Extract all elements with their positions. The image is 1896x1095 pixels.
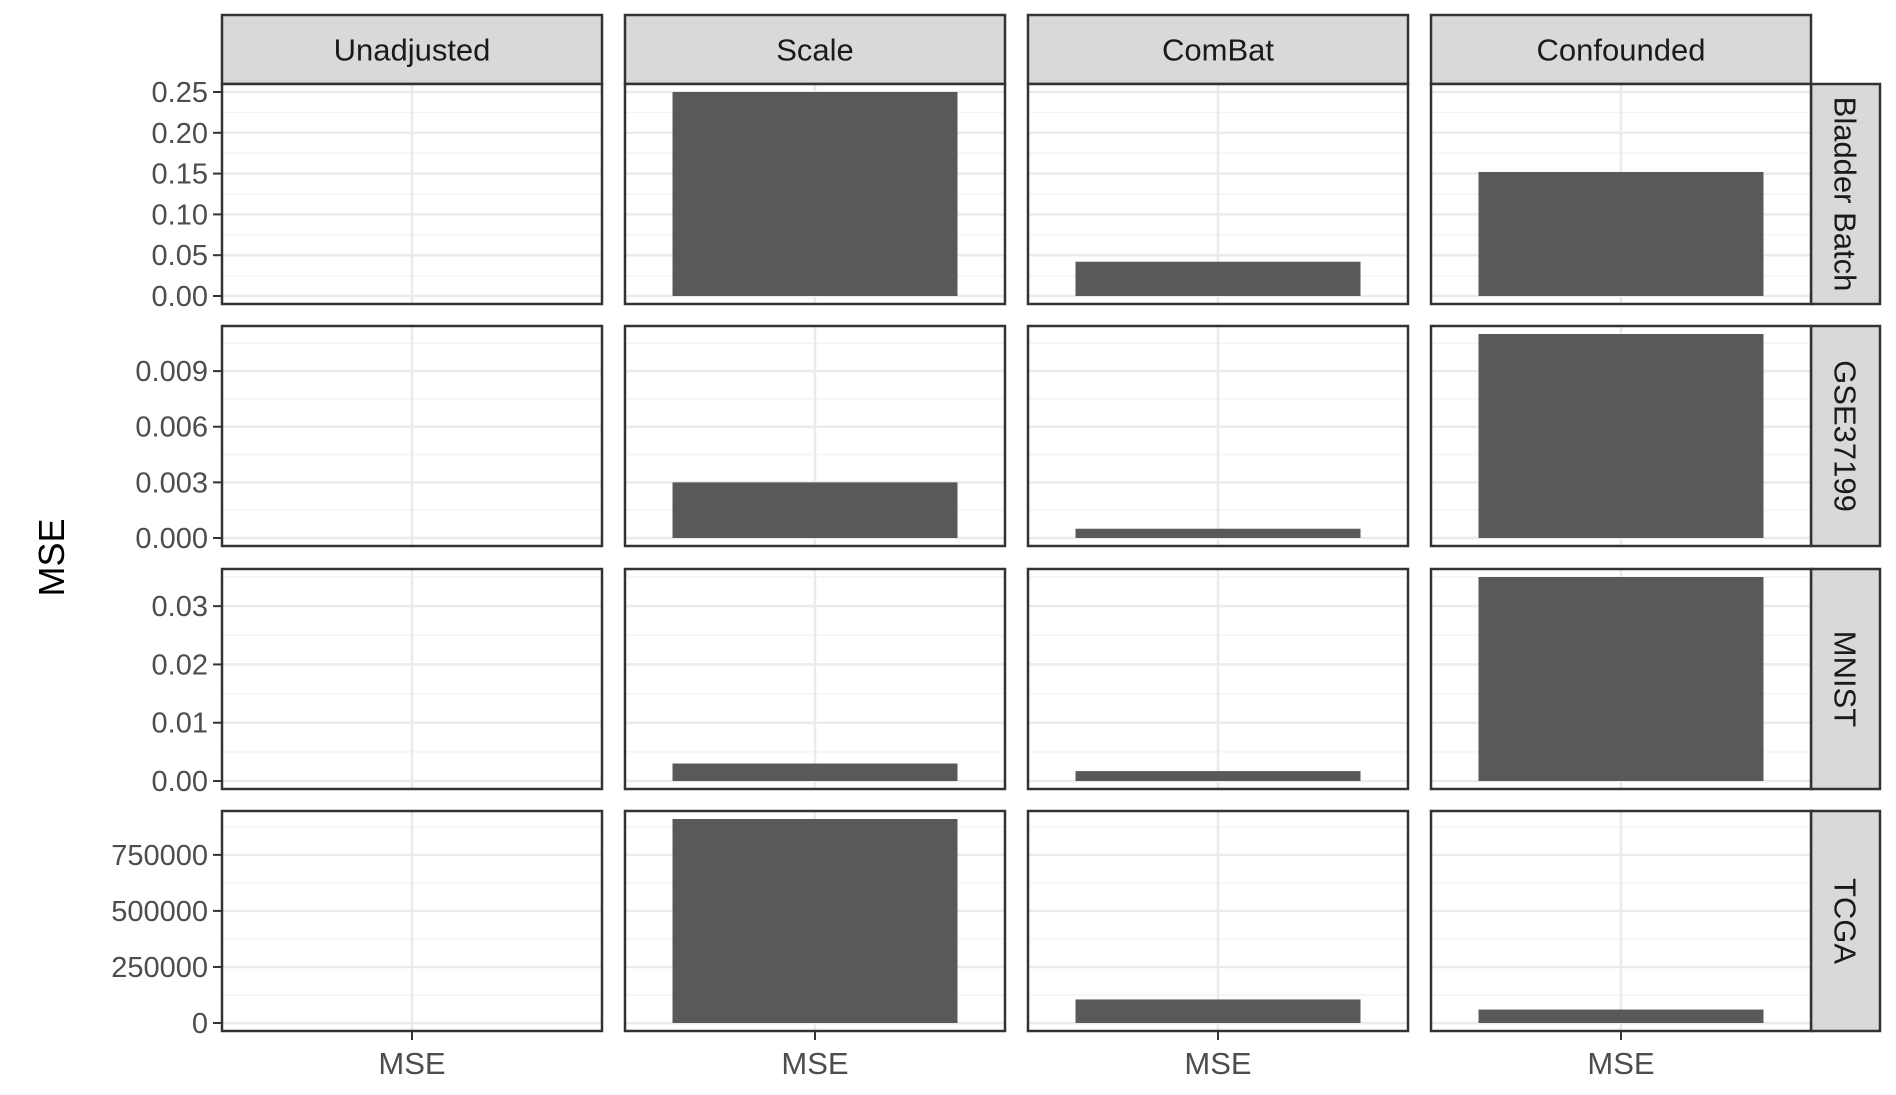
- column-strip-box: [1026, 13, 1410, 86]
- y-tick-label: 0.00: [152, 281, 208, 313]
- panel-1-2: [1026, 324, 1410, 548]
- panel-border: [1026, 567, 1410, 791]
- y-axis-2: 0.00 0.01 0.02 0.03: [152, 591, 222, 798]
- x-tick-label: MSE: [378, 1046, 445, 1081]
- panel-border: [623, 567, 1007, 791]
- column-strip-label: Unadjusted: [334, 33, 491, 68]
- bar: [1478, 1009, 1764, 1023]
- row-strip-0: Bladder Batch: [1809, 82, 1882, 306]
- panel-border: [1429, 324, 1813, 548]
- bar: [1075, 771, 1361, 781]
- panel-1-3: [1429, 324, 1813, 548]
- panel-1-0: [220, 324, 604, 548]
- y-tick-label: 0.00: [152, 766, 208, 798]
- row-strip-label: Bladder Batch: [1828, 97, 1863, 292]
- row-strip-label: GSE37199: [1828, 360, 1863, 512]
- bar: [1478, 334, 1764, 538]
- row-strip-box: [1809, 567, 1882, 791]
- panel-border: [1026, 324, 1410, 548]
- panel-border: [220, 82, 604, 306]
- y-axis-1: 0.000 0.003 0.006 0.009: [135, 356, 222, 555]
- column-strip-box: [623, 13, 1007, 86]
- panel-border: [1429, 82, 1813, 306]
- panel-0-0: [220, 82, 604, 306]
- y-axis-3: 0 250000 500000 750000: [111, 840, 222, 1040]
- panel-0-3: [1429, 82, 1813, 306]
- panel-0-2: [1026, 82, 1410, 306]
- y-tick-label: 0.15: [152, 159, 208, 191]
- bar: [1478, 171, 1764, 296]
- panel-border: [1026, 82, 1410, 306]
- y-tick-label: 750000: [111, 840, 208, 872]
- y-axis-0: 0.00 0.05 0.10 0.15 0.20 0.25: [152, 77, 222, 313]
- column-strip-box: [220, 13, 604, 86]
- bar: [672, 482, 958, 538]
- y-tick-label: 0.01: [152, 708, 208, 740]
- column-strip-label: Confounded: [1537, 33, 1706, 68]
- y-tick-label: 0.20: [152, 118, 208, 150]
- y-axis-title: MSE: [31, 518, 72, 596]
- x-tick-label: MSE: [781, 1046, 848, 1081]
- y-tick-label: 0.03: [152, 591, 208, 623]
- y-tick-label: 0.02: [152, 649, 208, 681]
- bar: [672, 819, 958, 1023]
- y-tick-label: 0.009: [135, 356, 208, 388]
- panel-1-1: [623, 324, 1007, 548]
- panel-border: [220, 567, 604, 791]
- panel-3-0: [220, 809, 604, 1033]
- column-strip-1: Scale: [623, 13, 1007, 86]
- column-strip-3: Confounded: [1429, 13, 1813, 86]
- x-axis-3: MSE: [1587, 1031, 1655, 1081]
- y-tick-label: 0.003: [135, 467, 208, 499]
- row-strip-2: MNIST: [1809, 567, 1882, 791]
- y-tick-label: 250000: [111, 952, 208, 984]
- column-strip-box: [1429, 13, 1813, 86]
- row-strip-box: [1809, 809, 1882, 1033]
- panel-border: [623, 324, 1007, 548]
- bar: [1478, 577, 1764, 781]
- row-strip-3: TCGA: [1809, 809, 1882, 1033]
- panel-2-3: [1429, 567, 1813, 791]
- y-tick-label: 500000: [111, 896, 208, 928]
- y-tick-label: 0.10: [152, 199, 208, 231]
- panel-2-2: [1026, 567, 1410, 791]
- panel-border: [220, 324, 604, 548]
- panel-border: [1429, 567, 1813, 791]
- y-tick-label: 0.05: [152, 240, 208, 272]
- y-tick-label: 0.000: [135, 523, 208, 555]
- row-strip-1: GSE37199: [1809, 324, 1882, 548]
- x-axis-2: MSE: [1184, 1031, 1252, 1081]
- column-strip-0: Unadjusted: [220, 13, 604, 86]
- bar: [672, 763, 958, 781]
- y-tick-label: 0.25: [152, 77, 208, 109]
- row-strip-label: MNIST: [1828, 631, 1863, 728]
- x-tick-label: MSE: [1184, 1046, 1251, 1081]
- x-axis-0: MSE: [378, 1031, 446, 1081]
- panel-2-1: [623, 567, 1007, 791]
- panel-0-1: [623, 82, 1007, 306]
- row-strip-box: [1809, 82, 1882, 306]
- y-tick-label: 0: [192, 1008, 208, 1040]
- column-strip-2: ComBat: [1026, 13, 1410, 86]
- row-strip-label: TCGA: [1828, 878, 1863, 964]
- column-strip-label: Scale: [776, 33, 854, 68]
- x-tick-label: MSE: [1587, 1046, 1654, 1081]
- panel-3-1: [623, 809, 1007, 1033]
- x-axis-1: MSE: [781, 1031, 849, 1081]
- panel-3-3: [1429, 809, 1813, 1033]
- panel-3-2: [1026, 809, 1410, 1033]
- panel-border: [623, 82, 1007, 306]
- bar: [1075, 528, 1361, 538]
- panel-2-0: [220, 567, 604, 791]
- y-tick-label: 0.006: [135, 412, 208, 444]
- bar: [672, 92, 958, 296]
- column-strip-label: ComBat: [1162, 33, 1274, 68]
- bar: [1075, 999, 1361, 1023]
- bar: [1075, 261, 1361, 296]
